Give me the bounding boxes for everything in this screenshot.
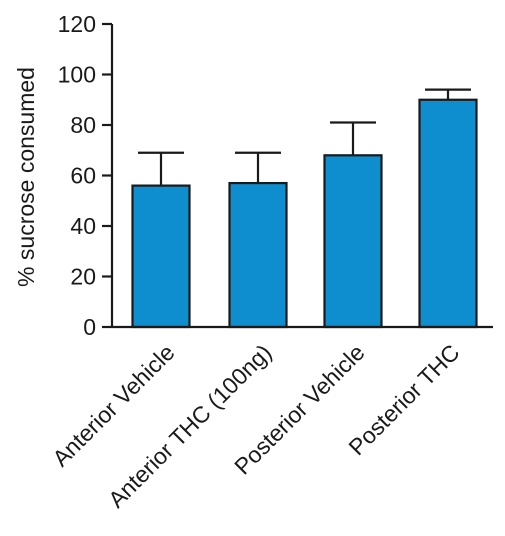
y-tick-label: 0 xyxy=(83,314,96,340)
bars xyxy=(131,88,478,329)
bar xyxy=(131,184,191,329)
bar-group xyxy=(323,121,383,329)
bar xyxy=(228,181,288,329)
y-tick-label: 60 xyxy=(70,163,96,189)
y-tick-label: 20 xyxy=(70,264,96,290)
bar-group xyxy=(228,151,288,329)
bar xyxy=(323,154,383,329)
y-tick-label: 40 xyxy=(70,213,96,239)
bar xyxy=(418,98,478,329)
y-tick-label: 80 xyxy=(70,112,96,138)
y-axis: 0 20 40 60 80 100 120 xyxy=(58,11,114,340)
x-category-label: Anterior THC (100ng) xyxy=(103,339,277,513)
y-tick-label: 120 xyxy=(58,11,96,37)
bar-group xyxy=(131,151,191,329)
y-axis-title: % sucrose consumed xyxy=(13,67,39,287)
bar-group xyxy=(418,88,478,329)
y-tick-label: 100 xyxy=(58,62,96,88)
